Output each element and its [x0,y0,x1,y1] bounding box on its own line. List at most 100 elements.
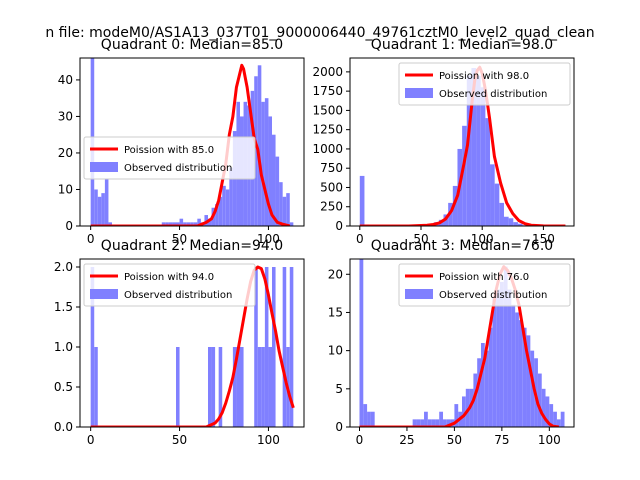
quadrant-0-ytick-label: 20 [58,146,73,160]
quadrant-3-xtick-label: 25 [399,433,414,447]
quadrant-2-xtick-label: 100 [257,433,280,447]
quadrant-0-hist-bar [165,222,169,226]
quadrant-0-hist-bar [186,222,191,226]
quadrant-3-hist-bar [435,419,440,427]
quadrant-0-legend: Poission with 85.0 Observed distribution [83,136,256,180]
quadrant-1-ytick-label: 250 [320,200,343,214]
quadrant-3-hist-bar [424,411,428,427]
quadrant-3-hist-bar [549,404,554,427]
quadrant-1-hist-bar [485,118,491,226]
quadrant-3-ytick-label: 20 [328,267,343,281]
quadrant-2-hist-bar [208,347,212,427]
quadrant-2-hist-bar [268,347,272,427]
quadrant-2-hist-bar [176,347,180,427]
quadrant-3-xtick-label: 0 [356,433,364,447]
quadrant-0-hist-bar [282,196,287,226]
quadrant-3-hist-bar [545,396,550,427]
quadrant-2-hist-bar [264,267,269,427]
quadrant-1-hist-bar [490,164,495,226]
quadrant-2-hist-bar [254,267,258,427]
quadrant-2-ytick-label: 0.0 [54,420,73,434]
quadrant-0-title: Quadrant 0: Median=85.0 [101,37,283,53]
quadrant-3-hist-bar [427,419,432,427]
quadrant-2-plot-area [90,265,295,427]
quadrant-0-legend-box [83,136,256,180]
quadrant-3-hist-bar [553,411,557,427]
quadrant-2-ytick-label: 1.0 [54,340,73,354]
quadrant-3-hist-bar [454,404,459,427]
quadrant-2-hist-bar [261,347,265,427]
quadrant-2-hist-bar [90,267,95,427]
quadrant-1-hist-bar [476,75,481,226]
quadrant-1-ytick-label: 0 [335,219,343,233]
quadrant-0-hist-bar [193,222,198,226]
quadrant-1-hist-bar [471,68,477,226]
quadrant-3-hist-bar [507,289,512,427]
quadrant-3-title: Quadrant 3: Median=76.0 [371,238,553,254]
quadrant-0-ytick-label: 10 [58,182,73,196]
quadrant-2-title: Quadrant 2: Median=94.0 [101,238,283,254]
quadrant-0-hist-bar [289,222,294,226]
quadrant-2-legend: Poission with 94.0 Observed distribution [83,263,256,307]
quadrant-0-hist-bar [204,215,208,226]
quadrant-2-legend-hist-swatch [90,289,118,299]
quadrant-3-legend-hist-label: Observed distribution [439,290,547,301]
quadrant-0-hist-bar [183,222,187,226]
quadrant-2-legend-hist-label: Observed distribution [124,290,232,301]
quadrant-0-hist-bar [161,222,166,226]
quadrant-3-hist-bar [465,388,470,427]
quadrant-3-ytick-label: 10 [328,344,343,358]
quadrant-2-axes-frame [79,258,305,428]
quadrant-1-hist-bar [499,202,504,226]
quadrant-2-xtick-label: 0 [87,433,95,447]
quadrant-3-ytick-label: 0 [335,420,343,434]
quadrant-0-hist-bar [197,218,201,226]
quadrant-2-panel: Quadrant 2: Median=94.0 0 50 100 0.0 0.5 1.0 1… [54,238,305,447]
quadrant-3-hist-bar [462,396,466,427]
quadrant-3-ytick-label: 15 [328,305,343,319]
quadrant-0-hist-bar [215,204,219,226]
quadrant-3-axes-frame [349,258,575,428]
quadrant-2-legend-poisson-label: Poission with 94.0 [124,272,214,283]
quadrant-2-hist-bar [211,347,216,427]
quadrant-0-legend-hist-label: Observed distribution [124,163,232,174]
quadrant-3-hist-bar [439,411,444,427]
quadrant-3-xtick-label: 75 [494,433,509,447]
quadrant-1-ytick-label: 1250 [312,123,343,137]
quadrant-0-hist-bar [268,116,272,226]
quadrant-0-hist-bar [257,65,262,226]
quadrant-3-hist-bar [560,411,565,427]
quadrant-3-hist-bar [556,419,561,427]
quadrant-0-hist-bar [208,218,212,226]
quadrant-1-legend-hist-swatch [405,88,433,98]
quadrant-3-hist-bar [499,281,504,427]
quadrant-0-hist-bar [97,196,102,226]
quadrant-0-hist-bar [254,76,258,226]
quadrant-2-ytick-label: 0.5 [54,380,73,394]
quadrant-3-hist-bar [480,343,485,427]
quadrant-2-hist-bar [232,347,237,427]
quadrant-0-ytick-label: 0 [65,219,73,233]
quadrant-1-hist-bar [508,218,514,226]
quadrant-1-hist-bar [452,185,458,226]
quadrant-2-hist-bar [272,267,276,427]
quadrant-1-hist-bar [466,75,472,226]
quadrant-3-hist-bar [420,419,425,427]
quadrant-1-ytick-label: 750 [320,161,343,175]
quadrant-3-hist-bar [416,419,421,427]
quadrant-1-hist-bar [480,87,486,226]
quadrant-3-hist-bar [431,419,436,427]
quadrant-1-axes-frame [349,57,575,227]
quadrant-2-hist-bar [257,347,262,427]
quadrant-1-ytick-label: 500 [320,180,343,194]
quadrant-1-legend-hist-label: Observed distribution [439,89,547,100]
quadrant-1-xtick-label: 150 [532,232,555,246]
quadrant-3-plot-area [359,259,565,427]
quadrant-3-hist-bar [359,259,364,427]
quadrant-2-hist-bar [282,267,287,427]
quadrant-3-hist-bar [477,358,481,427]
quadrant-0-hist-bar [275,156,280,226]
quadrant-1-title: Quadrant 1: Median=98.0 [371,37,553,53]
quadrant-3-legend: Poission with 76.0 Observed distribution [398,263,571,307]
